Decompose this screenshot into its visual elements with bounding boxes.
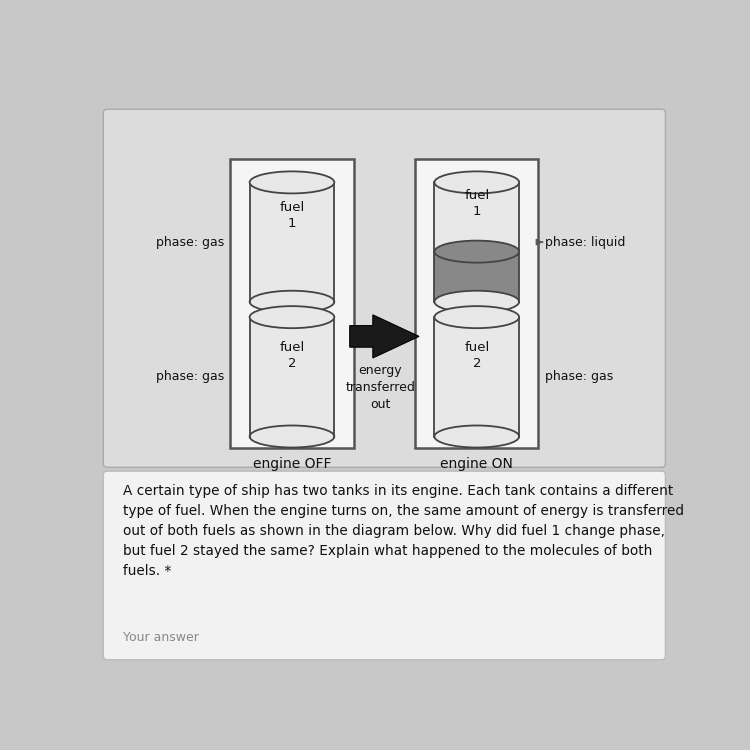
Text: fuel
1: fuel 1: [464, 190, 490, 218]
Bar: [250, 182, 334, 302]
FancyBboxPatch shape: [104, 471, 665, 660]
Ellipse shape: [434, 425, 519, 448]
Bar: [230, 159, 353, 448]
Bar: [434, 251, 519, 302]
Text: phase: liquid: phase: liquid: [544, 236, 625, 248]
Text: engine ON: engine ON: [440, 458, 513, 471]
Text: phase: gas: phase: gas: [156, 236, 224, 248]
Bar: [434, 317, 519, 436]
Text: energy
transferred
out: energy transferred out: [346, 364, 416, 411]
Ellipse shape: [250, 172, 334, 194]
Text: phase: gas: phase: gas: [544, 370, 613, 383]
Text: phase: gas: phase: gas: [156, 370, 224, 383]
Text: engine OFF: engine OFF: [253, 458, 332, 471]
Ellipse shape: [250, 425, 334, 448]
Ellipse shape: [250, 291, 334, 313]
Text: Your answer: Your answer: [122, 632, 199, 644]
Polygon shape: [350, 315, 419, 358]
Text: A certain type of ship has two tanks in its engine. Each tank contains a differe: A certain type of ship has two tanks in …: [122, 484, 683, 578]
Text: fuel
2: fuel 2: [279, 340, 304, 370]
Ellipse shape: [434, 172, 519, 194]
Text: fuel
1: fuel 1: [279, 201, 304, 230]
Bar: [250, 317, 334, 436]
Bar: [416, 159, 538, 448]
Bar: [434, 182, 519, 302]
Ellipse shape: [434, 306, 519, 328]
Ellipse shape: [434, 241, 519, 262]
Ellipse shape: [434, 291, 519, 313]
Text: fuel
2: fuel 2: [464, 340, 490, 370]
Ellipse shape: [250, 306, 334, 328]
FancyBboxPatch shape: [104, 110, 665, 467]
